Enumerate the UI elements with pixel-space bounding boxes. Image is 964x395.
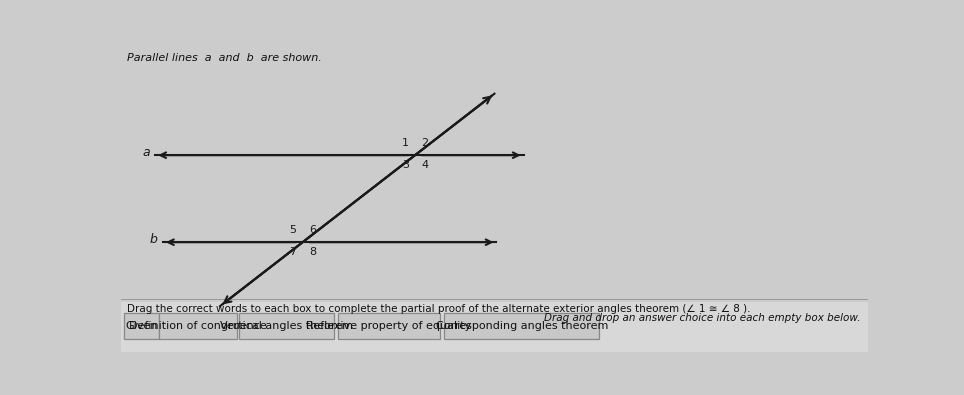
Text: Drag and drop an answer choice into each empty box below.: Drag and drop an answer choice into each… — [544, 313, 861, 323]
Text: 3: 3 — [402, 160, 409, 170]
FancyBboxPatch shape — [337, 313, 440, 339]
Text: Given: Given — [125, 321, 157, 331]
Text: Definition of congruence: Definition of congruence — [129, 321, 267, 331]
Text: a: a — [143, 146, 149, 159]
Text: b: b — [149, 233, 158, 246]
Text: 4: 4 — [421, 160, 428, 170]
FancyBboxPatch shape — [159, 313, 237, 339]
Text: Drag the correct words to each box to complete the partial proof of the alternat: Drag the correct words to each box to co… — [126, 304, 750, 314]
FancyBboxPatch shape — [444, 313, 600, 339]
Text: 8: 8 — [308, 247, 316, 257]
Text: Reflexive property of equality: Reflexive property of equality — [306, 321, 471, 331]
Text: Corresponding angles theorem: Corresponding angles theorem — [436, 321, 608, 331]
Text: 1: 1 — [402, 138, 409, 148]
Bar — [120, 301, 868, 352]
Text: 6: 6 — [308, 225, 316, 235]
Text: Vertical angles theorem: Vertical angles theorem — [220, 321, 353, 331]
FancyBboxPatch shape — [239, 313, 334, 339]
Text: 2: 2 — [421, 138, 428, 148]
Text: 5: 5 — [289, 225, 296, 235]
Text: Parallel lines  a  and  b  are shown.: Parallel lines a and b are shown. — [126, 53, 321, 63]
FancyBboxPatch shape — [123, 313, 159, 339]
Text: 7: 7 — [289, 247, 296, 257]
